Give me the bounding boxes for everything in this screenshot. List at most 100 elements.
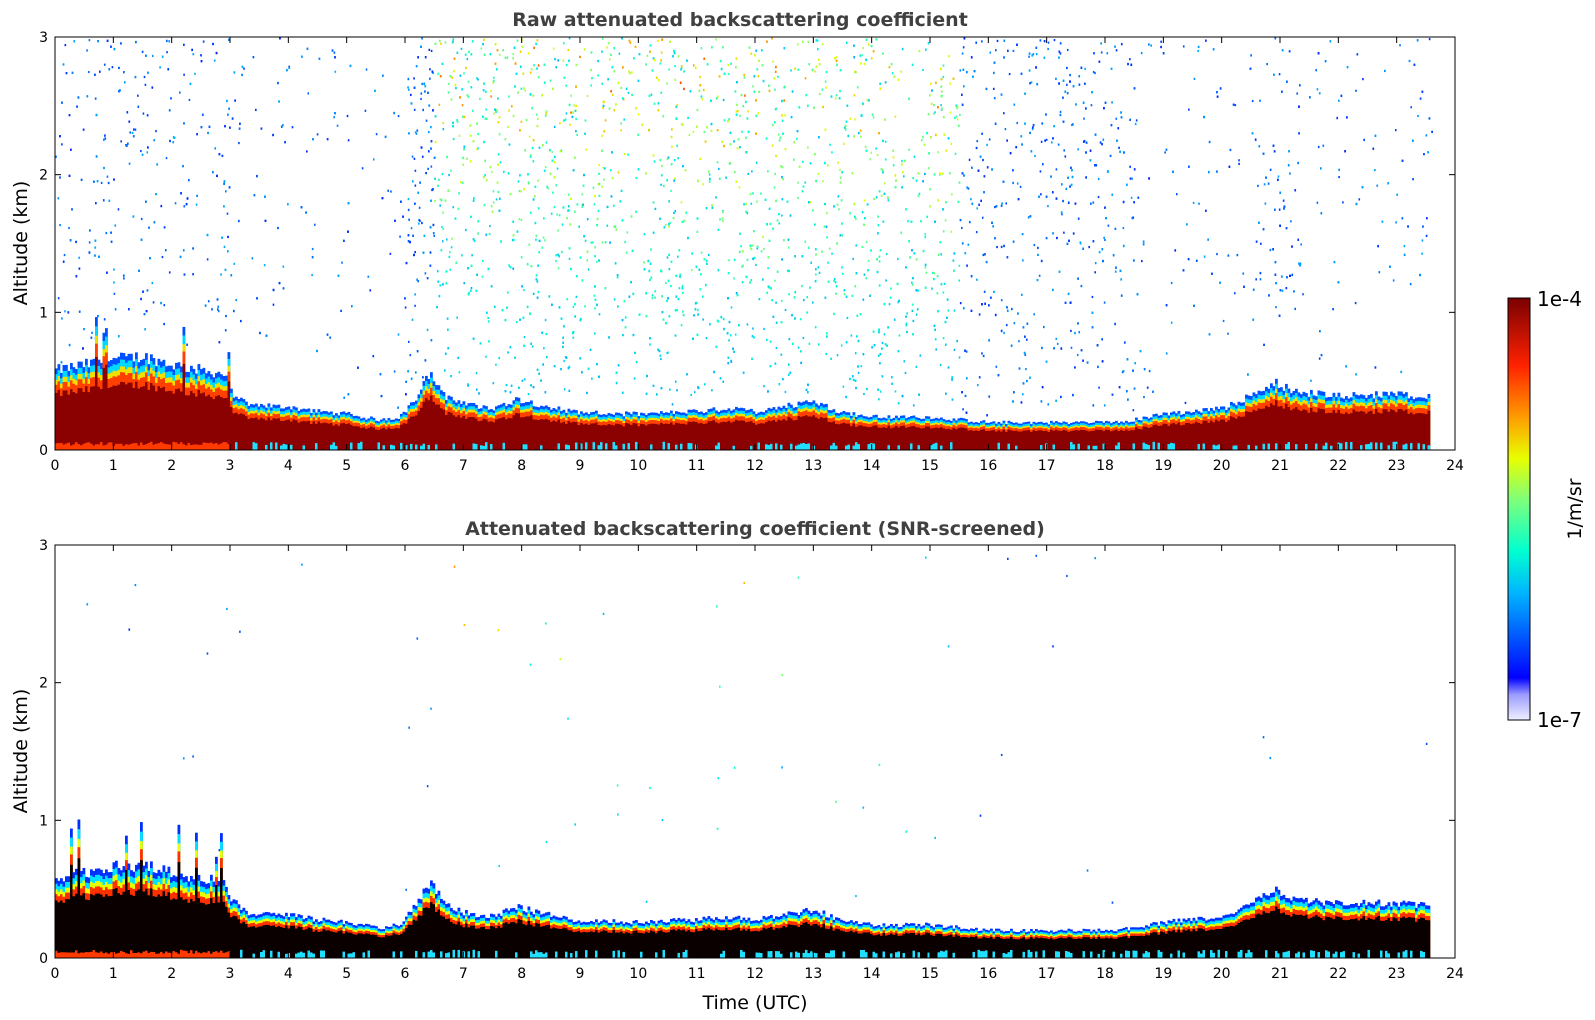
top-signal-pixel <box>1188 108 1190 111</box>
top-signal-pixel <box>1022 393 1024 396</box>
top-signal-pixel <box>520 218 523 222</box>
top-signal-pixel <box>826 164 829 167</box>
top-signal-pixel <box>452 38 455 41</box>
top-signal-pixel <box>572 305 575 308</box>
top-signal-pixel <box>982 253 985 257</box>
top-signal-pixel <box>821 43 824 46</box>
top-signal-pixel <box>951 398 954 401</box>
top-signal-pixel <box>1409 282 1412 286</box>
top-signal-pixel <box>1286 80 1288 83</box>
top-signal-pixel <box>675 117 678 120</box>
top-signal-pixel <box>429 68 431 71</box>
top-signal-pixel <box>598 194 601 198</box>
top-signal-pixel <box>562 345 564 348</box>
top-signal-pixel <box>882 171 884 174</box>
top-signal-pixel <box>1065 187 1068 190</box>
top-signal-pixel <box>416 129 419 132</box>
top-signal-pixel <box>123 71 125 74</box>
top-signal-pixel <box>814 70 816 73</box>
top-signal-pixel <box>442 283 444 286</box>
top-signal-pixel <box>442 227 444 230</box>
top-signal-pixel <box>1262 228 1265 231</box>
top-signal-pixel <box>1258 145 1261 148</box>
top-signal-pixel <box>241 65 244 68</box>
top-signal-pixel <box>513 46 516 49</box>
top-signal-pixel <box>766 338 768 341</box>
top-signal-pixel <box>872 116 875 119</box>
top-signal-pixel <box>1041 163 1044 166</box>
top-signal-pixel <box>766 291 768 294</box>
top-signal-pixel <box>691 252 694 255</box>
top-signal-pixel <box>1329 40 1332 43</box>
top-signal-pixel <box>1229 148 1232 152</box>
top-signal-pixel <box>537 290 540 294</box>
top-signal-pixel <box>846 316 849 320</box>
top-signal-pixel <box>581 205 584 208</box>
top-signal-pixel <box>837 195 840 198</box>
top-signal-pixel <box>113 281 115 284</box>
top-signal-pixel <box>430 140 433 143</box>
top-signal-pixel <box>1146 386 1149 389</box>
top-signal-pixel <box>717 320 720 323</box>
top-signal-pixel <box>741 130 743 133</box>
top-signal-pixel <box>420 97 422 101</box>
top-signal-pixel <box>951 193 953 196</box>
top-signal-pixel <box>1115 49 1118 52</box>
top-signal-pixel <box>104 134 106 137</box>
top-signal-pixel <box>1120 43 1123 46</box>
top-signal-pixel <box>519 318 521 321</box>
top-signal-pixel <box>734 333 737 336</box>
top-signal-pixel <box>1026 379 1028 383</box>
top-signal-pixel <box>708 170 710 173</box>
top-signal-pixel <box>774 172 776 176</box>
top-signal-pixel <box>654 207 657 211</box>
top-signal-pixel <box>482 259 484 263</box>
top-signal-pixel <box>1257 184 1259 187</box>
top-signal-pixel <box>594 255 596 258</box>
top-signal-pixel <box>841 171 843 174</box>
top-signal-pixel <box>958 124 960 127</box>
top-signal-pixel <box>693 314 695 317</box>
top-signal-pixel <box>1041 122 1044 125</box>
top-signal-pixel <box>487 267 490 271</box>
top-signal-pixel <box>1197 45 1200 49</box>
top-signal-pixel <box>434 199 436 203</box>
top-signal-pixel <box>183 205 186 208</box>
top-signal-pixel <box>833 205 835 208</box>
top-signal-pixel <box>658 349 661 353</box>
top-signal-pixel <box>745 150 747 154</box>
top-signal-pixel <box>141 50 144 53</box>
top-signal-pixel <box>847 134 850 138</box>
top-signal-pixel <box>952 259 955 262</box>
top-signal-pixel <box>796 130 799 133</box>
top-signal-pixel <box>877 215 879 218</box>
top-signal-pixel <box>316 349 318 353</box>
top-signal-pixel <box>616 274 619 277</box>
top-signal-pixel <box>613 298 616 301</box>
top-signal-pixel <box>844 126 846 129</box>
top-signal-pixel <box>775 301 777 304</box>
top-signal-pixel <box>632 333 635 337</box>
top-signal-pixel <box>862 102 864 105</box>
top-signal-pixel <box>1008 72 1011 76</box>
top-signal-pixel <box>797 181 799 184</box>
top-signal-pixel <box>1103 404 1106 407</box>
top-signal-pixel <box>1265 176 1267 179</box>
top-signal-pixel <box>986 414 988 417</box>
top-signal-pixel <box>314 223 316 226</box>
top-signal-pixel <box>869 158 872 161</box>
top-signal-pixel <box>1381 220 1384 223</box>
top-signal-pixel <box>153 139 155 142</box>
top-signal-pixel <box>940 108 943 111</box>
top-signal-pixel <box>168 271 171 274</box>
top-signal-pixel <box>143 313 146 316</box>
top-signal-pixel <box>603 167 606 170</box>
top-signal-pixel <box>746 258 749 261</box>
top-signal-pixel <box>1094 133 1097 136</box>
top-signal-pixel <box>1288 50 1291 53</box>
top-signal-pixel <box>413 157 416 160</box>
top-signal-pixel <box>1091 326 1094 329</box>
top-signal-pixel <box>817 343 820 346</box>
top-signal-pixel <box>814 326 817 329</box>
top-signal-pixel <box>655 76 658 79</box>
